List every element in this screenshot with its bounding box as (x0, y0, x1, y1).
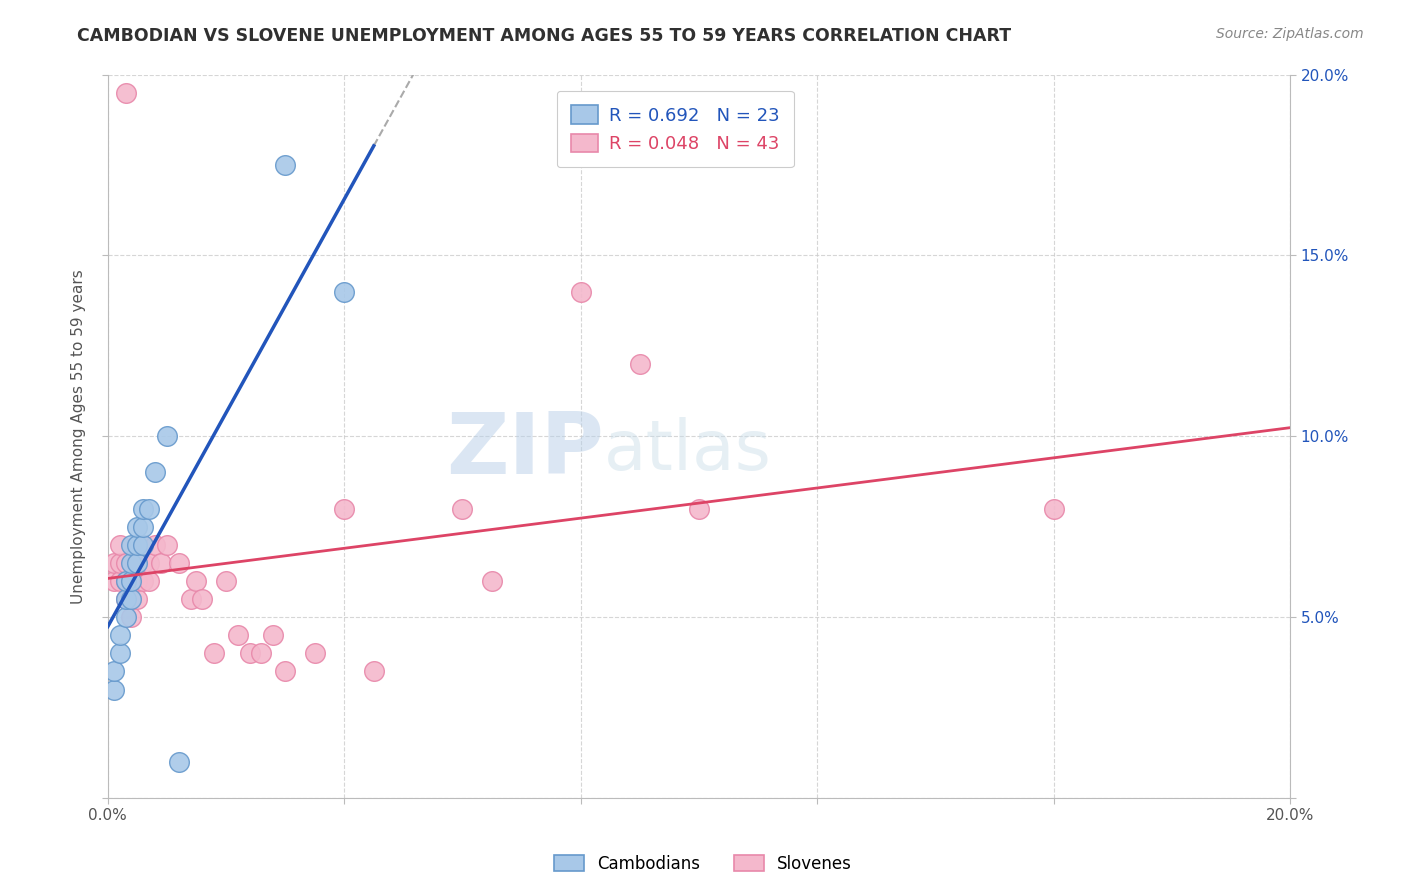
Legend: R = 0.692   N = 23, R = 0.048   N = 43: R = 0.692 N = 23, R = 0.048 N = 43 (557, 91, 794, 168)
Point (138, 556, 160, 570)
Text: CAMBODIAN VS SLOVENE UNEMPLOYMENT AMONG AGES 55 TO 59 YEARS CORRELATION CHART: CAMBODIAN VS SLOVENE UNEMPLOYMENT AMONG … (77, 27, 1011, 45)
Point (239, 646, 262, 660)
Point (167, 556, 190, 570)
Point (103, 574, 125, 588)
Point (132, 556, 155, 570)
Point (250, 646, 273, 660)
Point (114, 556, 136, 570)
Point (108, 646, 131, 660)
Point (114, 610, 136, 624)
Point (120, 538, 142, 552)
Point (628, 357, 651, 371)
Point (688, 501, 710, 516)
Point (108, 556, 131, 570)
Point (127, 592, 149, 607)
Point (120, 592, 142, 607)
Point (156, 538, 179, 552)
Point (1042, 501, 1064, 516)
Point (108, 538, 131, 552)
Point (138, 501, 160, 516)
Point (132, 574, 155, 588)
Point (333, 501, 356, 516)
Point (143, 466, 166, 480)
Point (180, 592, 202, 607)
Point (262, 628, 284, 642)
Point (215, 574, 238, 588)
Point (156, 429, 179, 443)
Point (114, 86, 136, 100)
Point (274, 158, 297, 172)
Point (481, 574, 503, 588)
Point (108, 574, 131, 588)
Point (143, 538, 166, 552)
Point (114, 574, 136, 588)
Point (120, 574, 142, 588)
Y-axis label: Unemployment Among Ages 55 to 59 years: Unemployment Among Ages 55 to 59 years (72, 268, 86, 604)
Point (114, 592, 136, 607)
Point (138, 574, 160, 588)
Point (202, 646, 225, 660)
Point (191, 592, 214, 607)
Text: Source: ZipAtlas.com: Source: ZipAtlas.com (1216, 27, 1364, 41)
Point (132, 501, 155, 516)
Point (226, 628, 249, 642)
Point (304, 646, 326, 660)
Point (149, 556, 172, 570)
Point (363, 665, 385, 679)
Point (114, 592, 136, 607)
Point (120, 574, 142, 588)
Point (108, 628, 131, 642)
Point (120, 556, 142, 570)
Point (132, 538, 155, 552)
Point (167, 755, 190, 769)
Point (186, 574, 208, 588)
Point (127, 574, 149, 588)
Point (103, 682, 125, 697)
Point (127, 556, 149, 570)
Point (120, 592, 142, 607)
Text: atlas: atlas (605, 417, 772, 484)
Point (274, 665, 297, 679)
Point (114, 574, 136, 588)
Point (127, 538, 149, 552)
Point (103, 556, 125, 570)
Point (333, 285, 356, 299)
Legend: Cambodians, Slovenes: Cambodians, Slovenes (547, 848, 859, 880)
Point (132, 520, 155, 534)
Point (127, 520, 149, 534)
Point (120, 610, 142, 624)
Point (132, 538, 155, 552)
Point (127, 556, 149, 570)
Point (451, 501, 474, 516)
Point (569, 285, 592, 299)
Point (103, 665, 125, 679)
Text: ZIP: ZIP (447, 409, 605, 492)
